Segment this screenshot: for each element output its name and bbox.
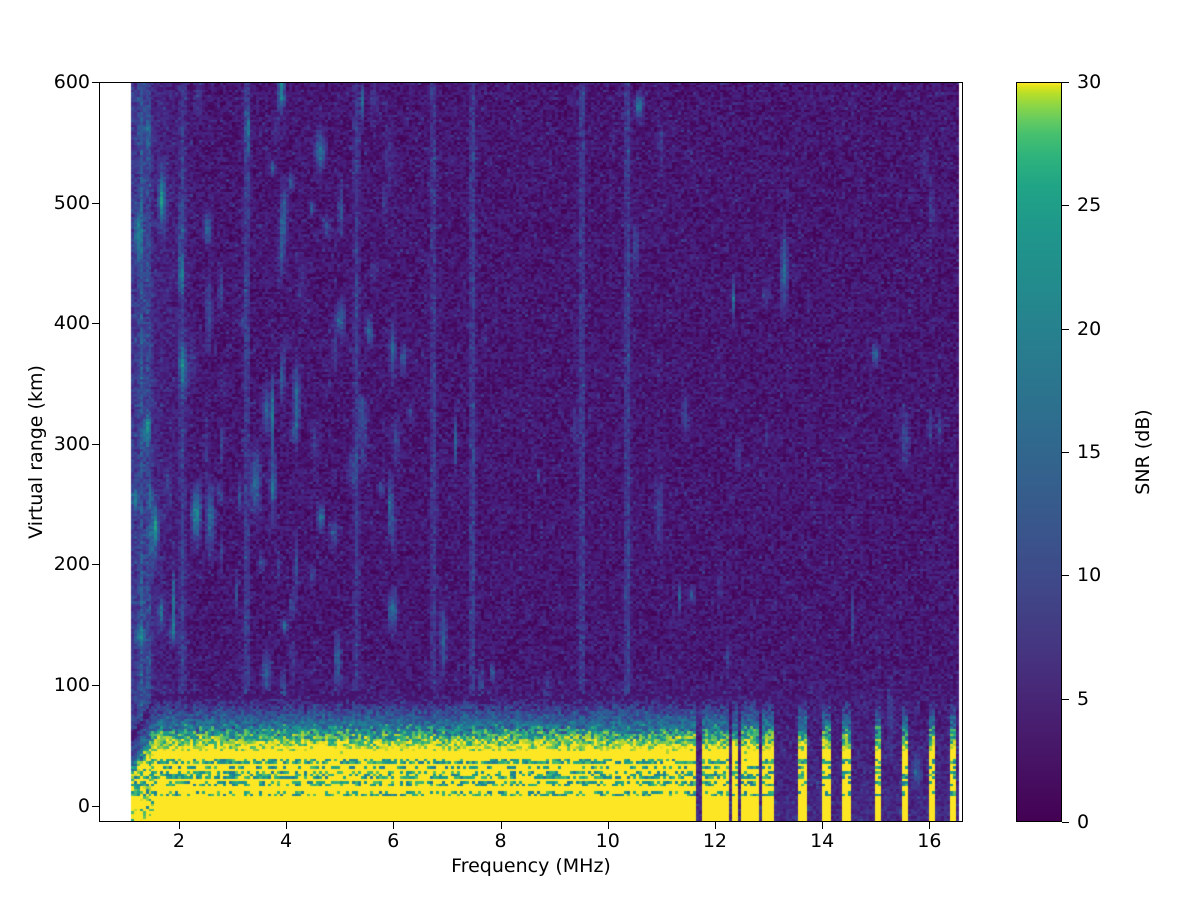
x-tick-mark — [286, 822, 288, 829]
y-tick-label: 100 — [53, 673, 90, 696]
x-tick-label: 12 — [702, 830, 728, 852]
x-tick-mark — [393, 822, 395, 829]
x-tick-mark — [178, 822, 180, 829]
x-tick-label: 8 — [494, 830, 507, 852]
y-tick-label: 0 — [77, 794, 90, 817]
y-tick-label: 400 — [53, 312, 90, 335]
y-tick-mark — [92, 564, 99, 566]
x-tick-mark — [607, 822, 609, 829]
y-tick-label: 200 — [53, 553, 90, 576]
x-tick-mark — [500, 822, 502, 829]
colorbar-tick-mark — [1062, 205, 1069, 207]
colorbar-tick-mark — [1062, 328, 1069, 330]
colorbar-tick-label: 15 — [1077, 441, 1102, 463]
colorbar-tick-mark — [1062, 698, 1069, 700]
colorbar-tick-label: 30 — [1077, 71, 1102, 93]
x-axis-label: Frequency (MHz) — [451, 855, 611, 877]
colorbar-label: SNR (dB) — [1132, 409, 1154, 495]
colorbar-tick-mark — [1062, 82, 1069, 83]
snr-heatmap — [100, 83, 962, 821]
x-tick-label: 6 — [387, 830, 400, 852]
y-tick-mark — [92, 684, 99, 686]
x-tick-label: 4 — [280, 830, 293, 852]
colorbar-tick-mark — [1062, 452, 1069, 453]
colorbar-tick-label: 20 — [1077, 317, 1102, 340]
y-tick-mark — [92, 82, 99, 83]
x-tick-mark — [714, 822, 716, 829]
x-tick-label: 2 — [172, 830, 185, 852]
y-tick-label: 300 — [53, 432, 90, 455]
colorbar-tick-label: 0 — [1077, 811, 1090, 833]
colorbar-tick-label: 5 — [1077, 687, 1090, 710]
colorbar-tick-mark — [1062, 822, 1069, 823]
x-tick-label: 16 — [917, 830, 942, 852]
y-tick-mark — [92, 805, 99, 807]
x-tick-label: 14 — [810, 830, 835, 852]
x-tick-label: 10 — [595, 830, 620, 852]
y-tick-mark — [92, 443, 99, 445]
y-tick-label: 500 — [53, 191, 90, 214]
y-tick-label: 600 — [53, 71, 90, 93]
x-tick-mark — [929, 822, 931, 829]
colorbar-tick-mark — [1062, 575, 1069, 577]
colorbar — [1016, 82, 1062, 822]
ionogram-plot-area — [99, 82, 963, 822]
colorbar-tick-label: 25 — [1077, 194, 1102, 217]
y-tick-mark — [92, 323, 99, 325]
x-tick-mark — [822, 822, 824, 829]
colorbar-tick-label: 10 — [1077, 564, 1102, 587]
y-tick-mark — [92, 202, 99, 204]
